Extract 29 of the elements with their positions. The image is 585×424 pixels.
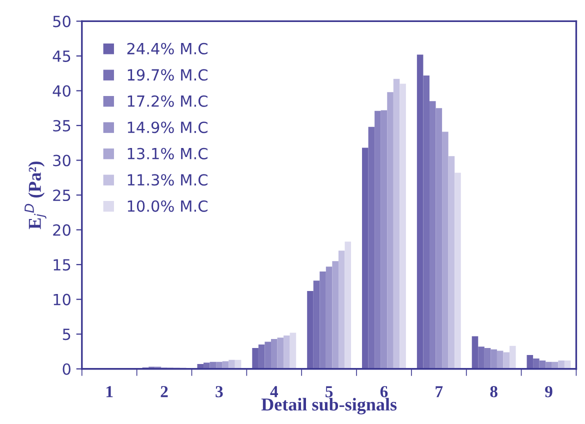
legend-label: 14.9% M.C [128,122,208,134]
y-tick-label: 20 [53,224,70,236]
y-tick-label: 25 [53,190,70,202]
x-tick-label: 3 [216,386,223,398]
legend-label: 17.2% M.C [128,95,208,107]
y-tick-label: 40 [52,85,70,97]
legend-label: 11.3% M.C [128,174,208,186]
legend-label: 10.0% M.C [128,200,208,212]
y-tick-label: 5 [62,328,70,340]
x-tick-label: 1 [106,386,113,398]
y-tick-label: 10 [54,294,70,306]
y-tick-label: 45 [52,50,70,62]
x-tick-label: 6 [380,386,388,398]
y-tick-label: 50 [53,16,70,28]
x-tick-label: 8 [490,386,498,398]
x-tick-label: 2 [160,386,168,398]
x-tick-label: 9 [545,386,552,398]
x-axis-title: Detail sub-signals [261,398,397,414]
y-tick-label: 0 [62,363,70,375]
y-axis-title: E$_{j}$$^{D}$ (Pa²) [24,162,46,230]
y-tick-label: 30 [53,154,70,166]
legend-label: 24.4% M.C [127,42,208,54]
y-tick-label: 35 [53,120,70,132]
x-tick-label: 7 [436,386,443,398]
x-tick-label: 4 [270,386,278,398]
x-tick-label: 5 [326,386,333,398]
y-tick-label: 15 [54,259,70,271]
legend-label: 19.7% M.C [128,69,208,81]
legend-label: 13.1% M.C [128,148,208,160]
